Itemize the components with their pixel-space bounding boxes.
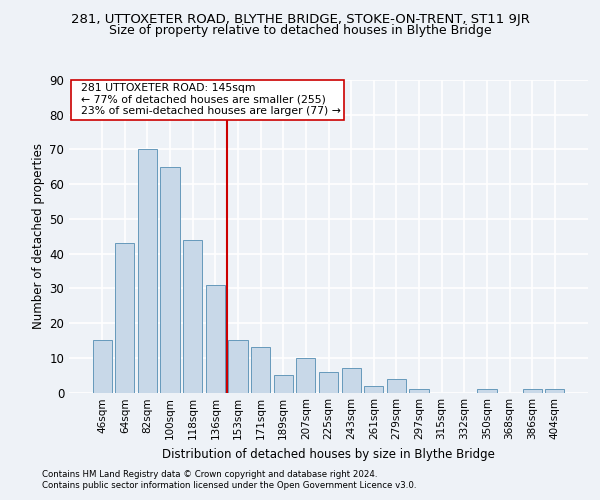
Bar: [545, 389, 565, 392]
Bar: [206, 285, 225, 393]
Text: Contains HM Land Registry data © Crown copyright and database right 2024.: Contains HM Land Registry data © Crown c…: [42, 470, 377, 479]
Bar: [115, 243, 134, 392]
Bar: [364, 386, 383, 392]
Bar: [160, 167, 180, 392]
Text: 281 UTTOXETER ROAD: 145sqm
  ← 77% of detached houses are smaller (255)
  23% of: 281 UTTOXETER ROAD: 145sqm ← 77% of deta…: [74, 83, 341, 116]
Bar: [229, 340, 248, 392]
Bar: [387, 378, 406, 392]
Y-axis label: Number of detached properties: Number of detached properties: [32, 143, 45, 329]
Bar: [183, 240, 202, 392]
Bar: [251, 348, 270, 393]
X-axis label: Distribution of detached houses by size in Blythe Bridge: Distribution of detached houses by size …: [162, 448, 495, 461]
Bar: [409, 389, 428, 392]
Bar: [138, 150, 157, 392]
Text: Contains public sector information licensed under the Open Government Licence v3: Contains public sector information licen…: [42, 481, 416, 490]
Bar: [477, 389, 497, 392]
Bar: [92, 340, 112, 392]
Bar: [274, 375, 293, 392]
Bar: [296, 358, 316, 392]
Bar: [319, 372, 338, 392]
Text: 281, UTTOXETER ROAD, BLYTHE BRIDGE, STOKE-ON-TRENT, ST11 9JR: 281, UTTOXETER ROAD, BLYTHE BRIDGE, STOK…: [71, 12, 529, 26]
Text: Size of property relative to detached houses in Blythe Bridge: Size of property relative to detached ho…: [109, 24, 491, 37]
Bar: [523, 389, 542, 392]
Bar: [341, 368, 361, 392]
